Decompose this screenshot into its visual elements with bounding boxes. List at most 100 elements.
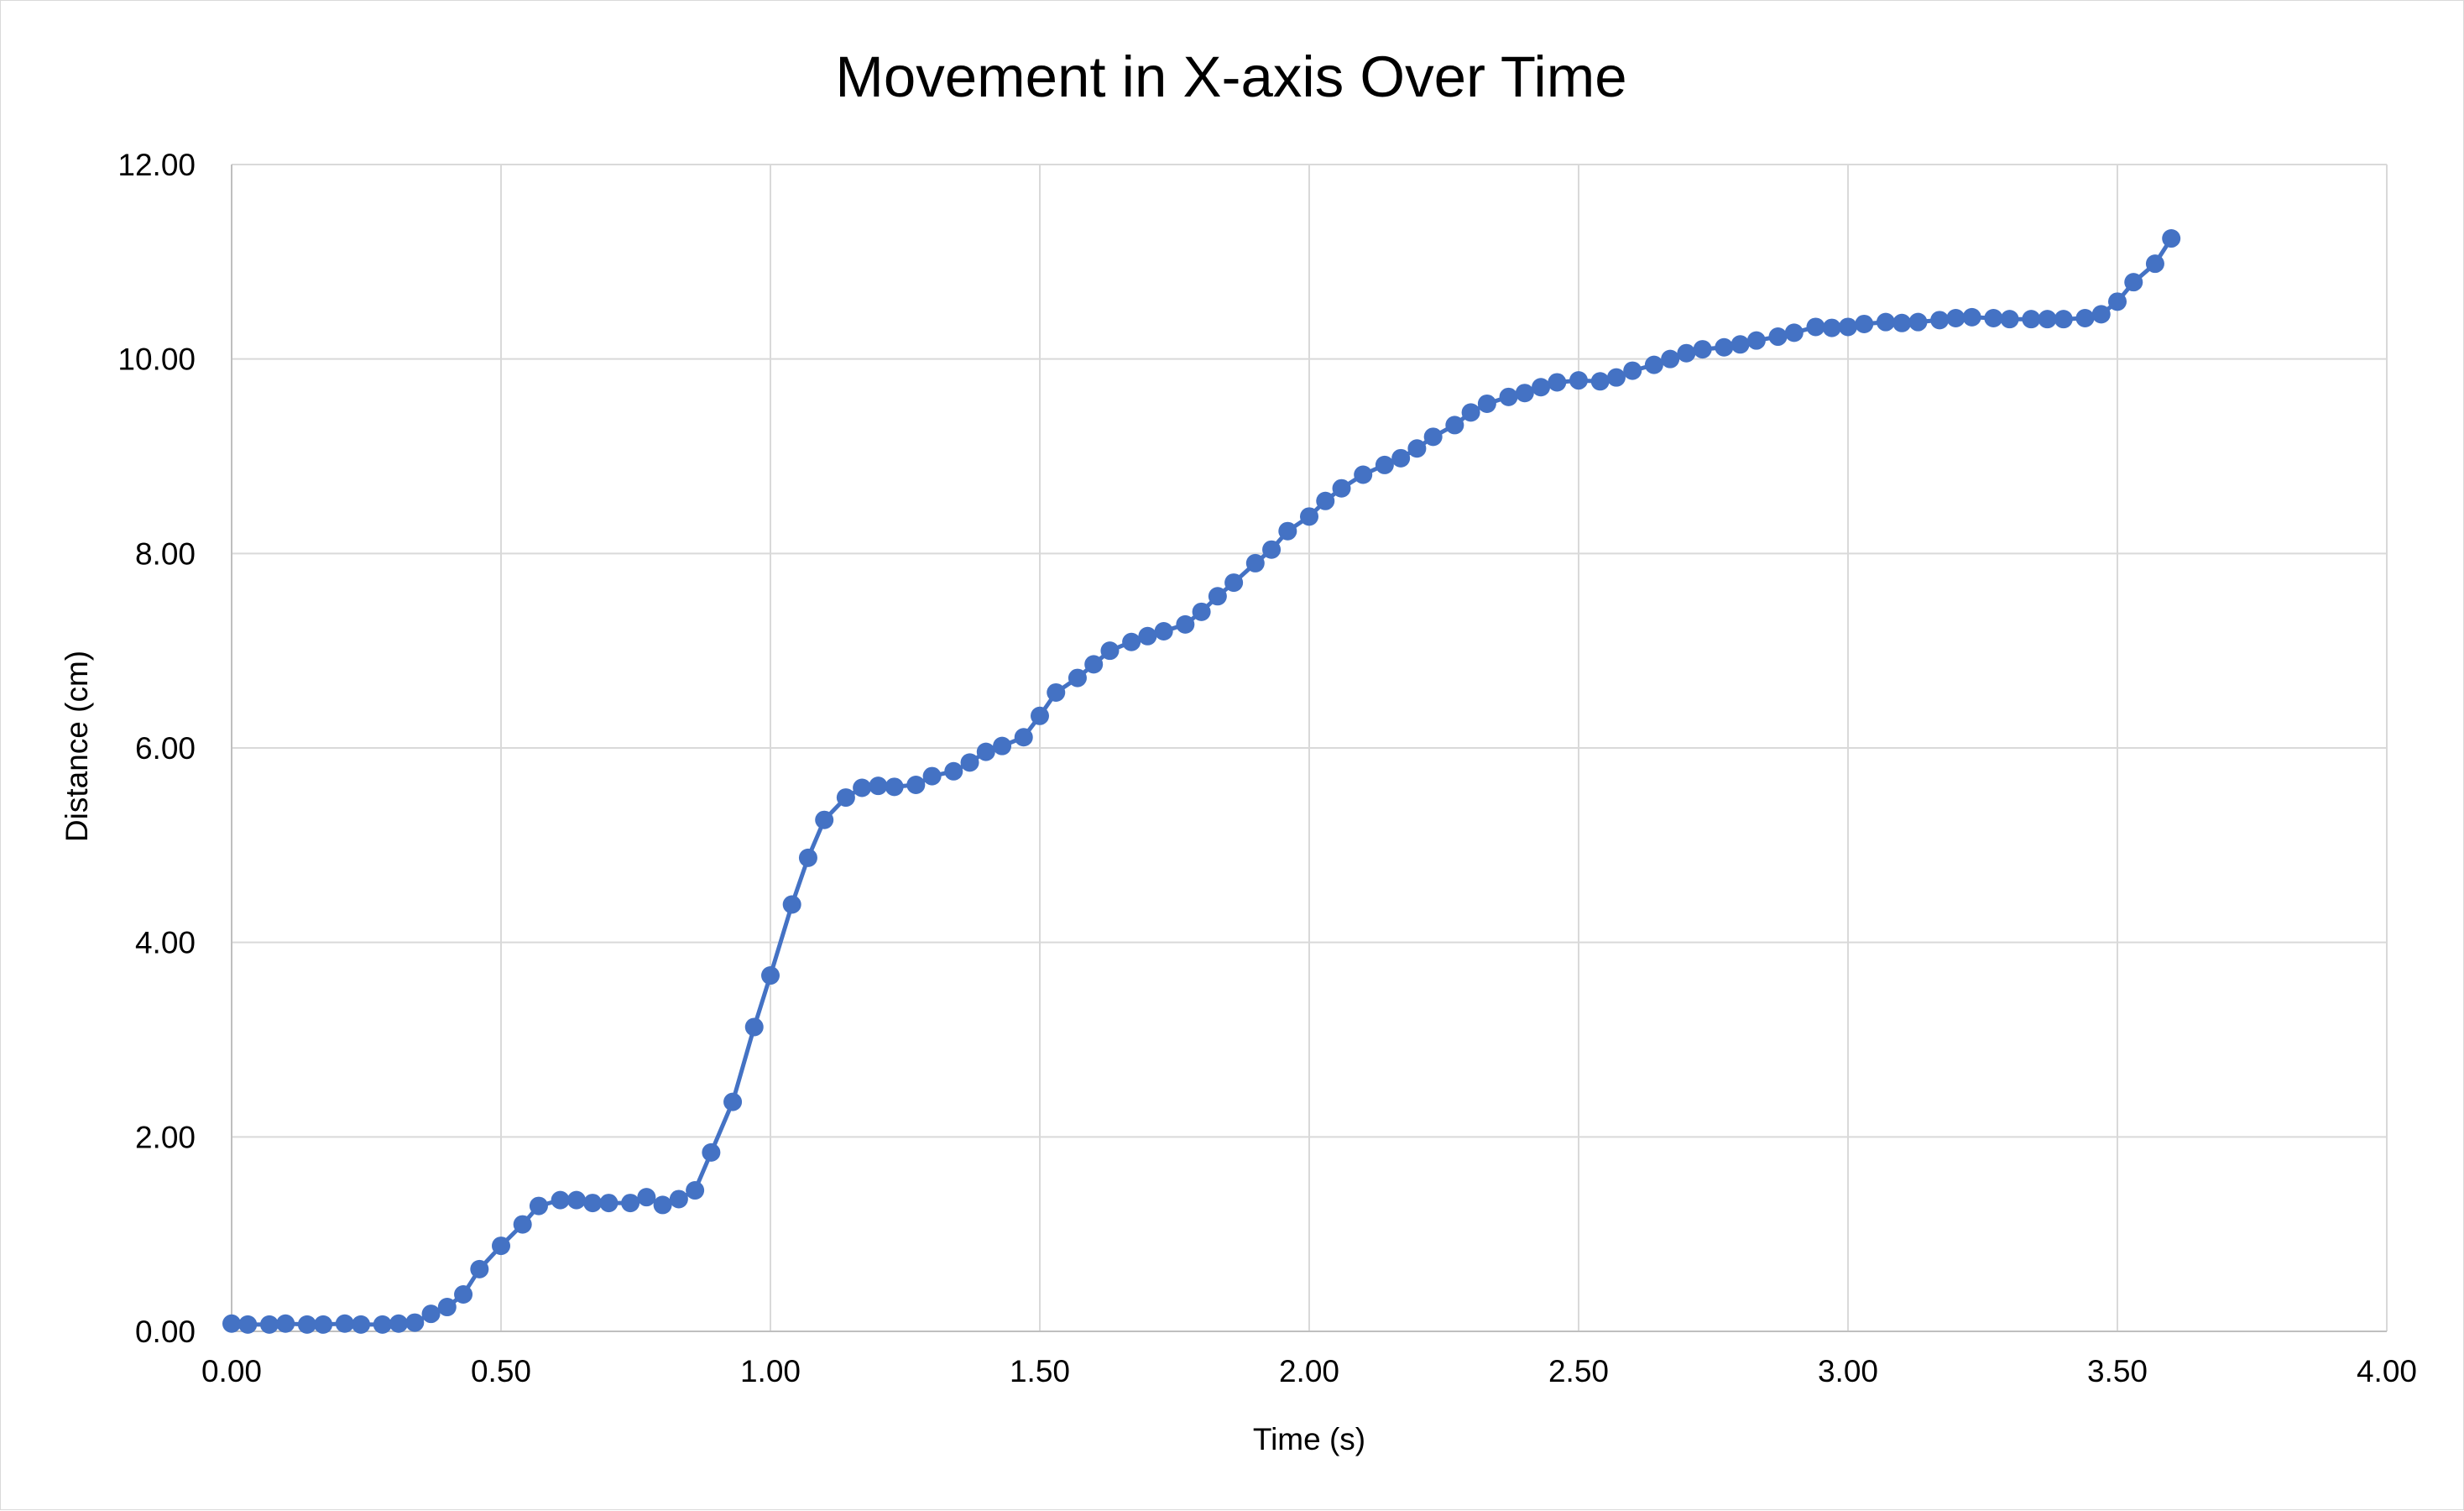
data-point bbox=[513, 1215, 532, 1234]
data-point bbox=[222, 1314, 241, 1333]
data-point bbox=[314, 1315, 333, 1334]
data-point bbox=[782, 895, 801, 914]
data-point bbox=[1192, 602, 1211, 621]
data-point bbox=[492, 1237, 510, 1256]
y-axis-ticks: 0.00 2.00 4.00 6.00 8.00 10.00 12.00 bbox=[117, 148, 196, 1349]
y-tick-label: 0.00 bbox=[135, 1315, 196, 1349]
data-point bbox=[1154, 622, 1173, 640]
data-point bbox=[583, 1194, 603, 1213]
data-point bbox=[1375, 455, 1394, 474]
data-point bbox=[1839, 317, 1857, 337]
axes bbox=[231, 165, 2387, 1332]
data-point bbox=[1031, 706, 1049, 725]
data-point bbox=[1407, 439, 1427, 458]
data-point bbox=[1855, 314, 1874, 333]
data-point bbox=[238, 1315, 258, 1334]
data-point bbox=[1569, 371, 1588, 390]
data-point bbox=[1100, 641, 1120, 661]
data-point bbox=[2145, 254, 2164, 274]
data-point bbox=[276, 1314, 295, 1333]
data-point bbox=[1606, 368, 1626, 387]
data-point bbox=[1014, 728, 1033, 747]
data-point bbox=[1354, 465, 1373, 484]
x-tick-label: 2.00 bbox=[1279, 1354, 1339, 1388]
data-point bbox=[1068, 668, 1087, 688]
x-tick-label: 4.00 bbox=[2357, 1354, 2417, 1388]
data-point bbox=[1644, 355, 1663, 374]
data-point bbox=[1677, 343, 1696, 363]
data-point bbox=[437, 1298, 457, 1317]
data-point bbox=[1245, 553, 1265, 573]
data-point bbox=[566, 1190, 586, 1210]
data-point bbox=[1962, 307, 1981, 327]
data-point bbox=[922, 766, 942, 786]
x-tick-label: 3.50 bbox=[2087, 1354, 2148, 1388]
data-point bbox=[944, 761, 963, 781]
data-point bbox=[761, 966, 780, 986]
y-tick-label: 4.00 bbox=[135, 926, 196, 960]
x-tick-label: 2.50 bbox=[1548, 1354, 1609, 1388]
data-point bbox=[2038, 310, 2057, 329]
data-point bbox=[1047, 682, 1066, 702]
data-point bbox=[1715, 337, 1734, 357]
data-point bbox=[405, 1313, 425, 1332]
data-point bbox=[599, 1194, 619, 1213]
data-point bbox=[621, 1194, 640, 1213]
data-point bbox=[1984, 309, 2003, 328]
data-point bbox=[815, 810, 834, 829]
data-point bbox=[853, 778, 872, 797]
data-point bbox=[1316, 491, 1335, 510]
data-point bbox=[637, 1188, 656, 1207]
data-point bbox=[2000, 310, 2019, 329]
data-point bbox=[1876, 312, 1895, 332]
data-point bbox=[1822, 318, 1841, 337]
data-point bbox=[993, 736, 1012, 756]
x-tick-label: 1.50 bbox=[1010, 1354, 1070, 1388]
x-axis-label: Time (s) bbox=[1253, 1422, 1365, 1456]
data-point bbox=[1122, 632, 1141, 651]
x-tick-label: 3.00 bbox=[1818, 1354, 1878, 1388]
data-point bbox=[1224, 573, 1244, 593]
data-point bbox=[2162, 229, 2181, 248]
data-point bbox=[669, 1189, 688, 1209]
y-tick-label: 8.00 bbox=[135, 536, 196, 571]
data-point bbox=[702, 1142, 721, 1162]
data-point bbox=[259, 1315, 279, 1334]
data-point bbox=[352, 1315, 371, 1334]
y-tick-label: 12.00 bbox=[117, 148, 196, 182]
data-point bbox=[2124, 273, 2143, 292]
data-point bbox=[1391, 448, 1411, 468]
data-point bbox=[1515, 384, 1534, 403]
data-point bbox=[960, 753, 979, 772]
data-point bbox=[653, 1195, 672, 1215]
data-point bbox=[2091, 305, 2111, 324]
data-point bbox=[1806, 317, 1825, 337]
data-point bbox=[2022, 310, 2041, 329]
data-point bbox=[1262, 540, 1282, 559]
data-point bbox=[454, 1284, 473, 1304]
data-point bbox=[744, 1017, 764, 1037]
data-point bbox=[723, 1092, 743, 1111]
data-point bbox=[1930, 311, 1950, 330]
data-point bbox=[529, 1196, 548, 1216]
data-point bbox=[1946, 309, 1965, 328]
data-point bbox=[869, 776, 888, 796]
y-tick-label: 10.00 bbox=[117, 342, 196, 377]
series-0 bbox=[222, 229, 2181, 1334]
data-point bbox=[1661, 349, 1680, 369]
x-axis-ticks: 0.00 0.50 1.00 1.50 2.00 2.50 3.00 3.50 4.00 bbox=[201, 1354, 2417, 1388]
data-point bbox=[1278, 521, 1297, 541]
data-point bbox=[906, 776, 926, 795]
data-point bbox=[1908, 312, 1928, 332]
data-point bbox=[470, 1259, 489, 1278]
series-line bbox=[229, 236, 2174, 1327]
x-tick-label: 1.00 bbox=[740, 1354, 801, 1388]
data-point bbox=[1623, 361, 1642, 380]
data-point bbox=[1499, 387, 1518, 406]
data-point bbox=[798, 848, 817, 867]
data-point bbox=[1892, 313, 1912, 332]
data-point bbox=[1768, 327, 1788, 347]
data-point bbox=[551, 1190, 570, 1210]
